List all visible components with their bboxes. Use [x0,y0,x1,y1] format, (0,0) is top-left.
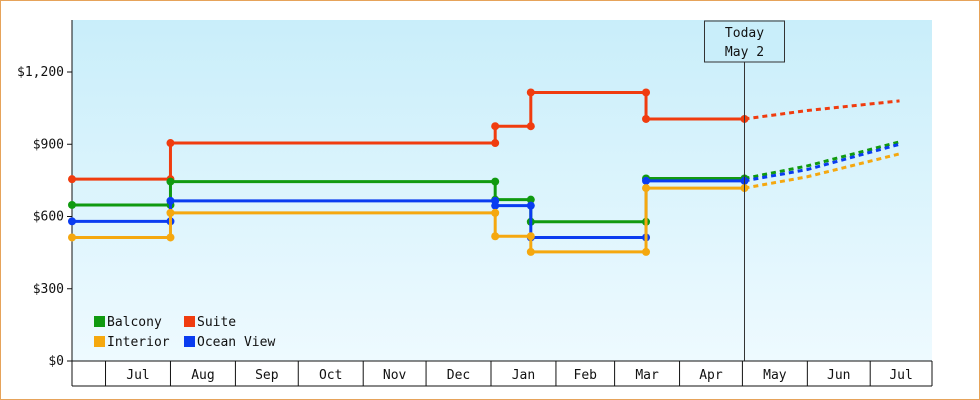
x-tick-label: Feb [574,368,598,383]
series-point [491,122,500,131]
legend-label: Suite [197,315,236,330]
x-tick-label: Sep [255,368,279,383]
series-point [491,232,500,241]
x-tick-label: Nov [383,368,407,383]
series-forecast-line [744,152,900,190]
series-forecast-line [744,140,900,180]
series-point [166,139,175,148]
series-point [526,247,535,256]
x-tick-label: Apr [699,368,723,383]
series-line [72,186,745,254]
y-tick-label: $900 [33,137,64,152]
legend-swatch [94,316,105,327]
series-forecast-line [744,142,900,183]
x-tick-label: Oct [319,368,342,383]
series-line [72,90,745,181]
series-point [526,195,535,204]
x-tick-label: May [763,368,787,383]
series-point [491,196,500,205]
y-tick-label: $600 [33,210,64,225]
x-tick-label: Jul [126,368,149,383]
series-point [642,247,651,256]
today-label-box [703,20,785,63]
legend-label: Interior [107,335,170,350]
series-point [166,177,175,186]
series-point [166,196,175,205]
legend-label: Balcony [107,315,162,330]
series-point [166,208,175,217]
series-point [526,122,535,131]
y-tick-label: $300 [33,282,64,297]
series-point [491,208,500,217]
y-tick-label: $0 [48,354,64,369]
series-point [642,184,651,193]
legend-swatch [94,336,105,347]
plot-background [72,20,932,361]
series-point [68,217,76,226]
x-tick-label: Aug [191,368,214,383]
x-tick-label: Jan [512,368,535,383]
today-label-line1: Today [725,26,764,41]
series-point [68,200,76,209]
series-point [68,233,76,242]
series-point [526,201,535,210]
x-tick-label: Jul [889,368,912,383]
x-tick-label: Mar [635,368,659,383]
series-point [166,233,175,242]
series-point [642,176,651,185]
series-point [526,88,535,97]
series-point [68,175,76,184]
today-label-line2: May 2 [725,45,764,60]
series-point [491,139,500,148]
series-point [642,88,651,97]
x-tick-label: Dec [447,368,470,383]
series-point [642,114,651,123]
series-point [491,177,500,186]
y-tick-label: $1,200 [17,65,64,80]
series-point [526,232,535,241]
legend-label: Ocean View [197,335,275,350]
legend-swatch [184,336,195,347]
legend-swatch [184,316,195,327]
series-forecast-line [744,99,900,121]
x-tick-label: Jun [827,368,850,383]
